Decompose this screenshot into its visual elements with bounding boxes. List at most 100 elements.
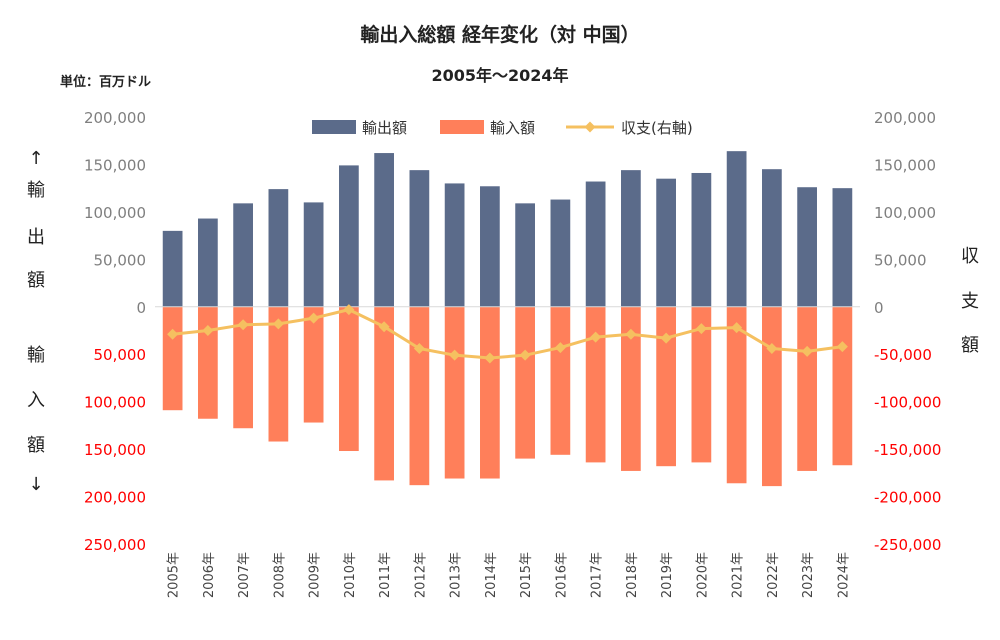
balance-point: [731, 322, 743, 334]
import-bar: [339, 306, 359, 452]
x-tick-label: 2021年: [731, 552, 746, 598]
right-tick-label: 150,000: [874, 156, 936, 174]
export-bar: [444, 183, 465, 307]
right-label-2: 支: [961, 291, 979, 312]
x-tick-label: 2006年: [202, 552, 217, 598]
x-tick-label: 2020年: [695, 552, 710, 598]
right-tick-label: 0: [874, 299, 884, 317]
left-label-import-1: 輸: [27, 345, 45, 366]
export-bar: [198, 218, 218, 307]
left-tick-label: 100,000: [84, 394, 146, 412]
export-bar: [339, 165, 359, 307]
import-bar: [480, 306, 500, 479]
right-tick-label: -50,000: [874, 346, 932, 364]
balance-point: [449, 349, 461, 361]
left-tick-label: 50,000: [94, 346, 147, 364]
import-bar: [691, 306, 712, 463]
x-tick-label: 2011年: [378, 552, 393, 598]
right-tick-label: -150,000: [874, 441, 941, 459]
legend-label-import: 輸入額: [490, 119, 535, 137]
export-bar: [374, 153, 394, 307]
left-tick-label: 0: [136, 299, 146, 317]
export-bar: [832, 188, 853, 307]
balance-point: [519, 349, 531, 361]
balance-point: [766, 343, 778, 355]
x-tick-label: 2018年: [625, 552, 640, 598]
balance-point: [413, 343, 425, 355]
left-down-arrow: ↓: [28, 474, 44, 495]
left-tick-label: 250,000: [84, 536, 146, 554]
export-bar: [585, 181, 606, 307]
x-tick-label: 2024年: [836, 552, 851, 598]
export-bar: [162, 230, 183, 307]
x-tick-label: 2005年: [167, 552, 182, 598]
x-tick-label: 2007年: [237, 552, 252, 598]
import-bar: [374, 306, 394, 481]
import-bar: [726, 306, 747, 484]
left-tick-label: 50,000: [94, 251, 147, 269]
balance-point: [343, 304, 355, 316]
import-bar: [762, 306, 782, 487]
balance-point: [167, 328, 179, 340]
x-tick-label: 2014年: [484, 552, 499, 598]
legend-marker-balance: [584, 121, 596, 133]
import-bar: [162, 306, 183, 411]
import-bar: [268, 306, 289, 442]
export-bar: [233, 203, 253, 307]
export-bar: [268, 189, 289, 307]
export-bar: [726, 151, 747, 307]
import-bar: [233, 306, 253, 429]
balance-point: [836, 341, 848, 353]
unit-label: 単位：百万ドル: [60, 75, 152, 90]
balance-point: [272, 318, 284, 330]
left-tick-label: 200,000: [84, 109, 146, 127]
right-tick-label: 200,000: [874, 109, 936, 127]
x-tick-label: 2013年: [449, 552, 464, 598]
balance-line: [172, 308, 843, 360]
x-tick-label: 2017年: [590, 552, 605, 598]
left-label-import-2: 入: [27, 390, 45, 411]
balance-point: [801, 345, 813, 357]
x-tick-label: 2015年: [519, 552, 534, 598]
export-bar: [550, 199, 571, 307]
x-tick-label: 2016年: [554, 552, 569, 598]
legend-swatch-export: [312, 120, 356, 134]
import-bar: [797, 306, 817, 471]
export-bar: [480, 186, 500, 307]
import-bar: [303, 306, 324, 423]
x-tick-label: 2023年: [801, 552, 816, 598]
legend-swatch-import: [440, 120, 484, 134]
balance-point: [484, 352, 496, 364]
balance-point: [378, 321, 390, 333]
legend-label-balance: 収支(右軸): [621, 119, 693, 137]
x-tick-label: 2012年: [413, 552, 428, 598]
left-tick-label: 150,000: [84, 156, 146, 174]
left-axis: 200,000 150,000 100,000 50,000 0 50,000 100,00…: [84, 109, 146, 554]
left-tick-label: 100,000: [84, 204, 146, 222]
balance-point: [590, 331, 602, 343]
export-bar: [621, 170, 641, 307]
left-tick-label: 200,000: [84, 489, 146, 507]
export-bar: [656, 178, 676, 307]
import-bar: [656, 306, 676, 467]
import-bar: [444, 306, 465, 479]
right-tick-label: -100,000: [874, 394, 941, 412]
right-tick-label: 50,000: [874, 251, 927, 269]
balance-point: [308, 312, 320, 324]
import-bar: [550, 306, 571, 455]
right-label-1: 収: [961, 246, 979, 267]
left-label-export-1: 輸: [27, 180, 45, 201]
left-label-export-3: 額: [27, 270, 45, 291]
import-bar: [832, 306, 853, 466]
left-label-export-2: 出: [27, 227, 45, 248]
legend: 輸出額 輸入額 収支(右軸): [312, 119, 693, 137]
right-label-3: 額: [961, 335, 979, 356]
export-bar: [762, 169, 782, 307]
export-bar: [691, 172, 712, 307]
import-bar: [515, 306, 535, 459]
export-bar: [797, 187, 817, 307]
balance-point: [625, 328, 637, 340]
x-tick-label: 2010年: [343, 552, 358, 598]
right-tick-label: 100,000: [874, 204, 936, 222]
